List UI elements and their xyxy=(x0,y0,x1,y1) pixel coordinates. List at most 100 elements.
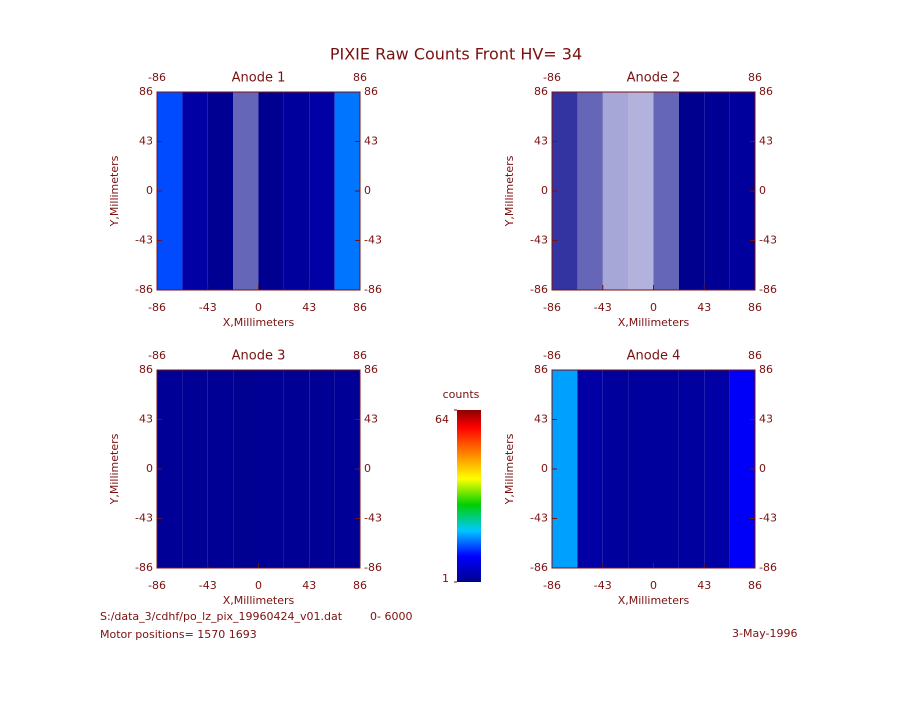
x-tick-label: 0 xyxy=(650,301,657,314)
heat-column xyxy=(309,92,335,290)
x-tick-label: -43 xyxy=(594,301,612,314)
y-axis-label: Y,Millimeters xyxy=(108,433,121,505)
heat-column xyxy=(577,370,603,568)
y-tick-label: 86 xyxy=(139,85,153,98)
x-tick-label: 43 xyxy=(302,301,316,314)
x-tick-label: -86 xyxy=(148,579,166,592)
y-tick-label: 0 xyxy=(541,184,548,197)
y-tick-label: 86 xyxy=(139,363,153,376)
colorbar-tick-label: 1 xyxy=(442,572,449,585)
y-tick-label: -43 xyxy=(135,234,153,247)
footer-range: 0- 6000 xyxy=(370,610,412,623)
x-axis-label: X,Millimeters xyxy=(618,594,690,607)
heat-column xyxy=(309,370,335,568)
x-tick-label: 0 xyxy=(255,301,262,314)
y2-tick-label: -43 xyxy=(759,234,777,247)
y2-tick-label: 0 xyxy=(759,462,766,475)
y-tick-label: 43 xyxy=(139,413,153,426)
y2-tick-label: 86 xyxy=(364,85,378,98)
y-tick-label: -86 xyxy=(530,561,548,574)
heat-column xyxy=(207,370,234,568)
colorbar-tick-label: 64 xyxy=(435,413,449,426)
heat-column xyxy=(653,92,679,290)
panel-title: Anode 2 xyxy=(627,71,681,86)
x-tick-label: 86 xyxy=(748,579,762,592)
x-tick-label: 43 xyxy=(697,579,711,592)
y2-tick-label: 0 xyxy=(364,184,371,197)
y-tick-label: -43 xyxy=(135,512,153,525)
y-tick-label: -86 xyxy=(135,561,153,574)
y-axis-label: Y,Millimeters xyxy=(108,155,121,227)
x-tick-label: 86 xyxy=(353,301,367,314)
y2-tick-label: 43 xyxy=(364,413,378,426)
x-tick-label: 86 xyxy=(353,579,367,592)
y2-tick-label: -86 xyxy=(364,283,382,296)
x2-tick-label: -86 xyxy=(148,349,166,362)
y2-tick-label: -86 xyxy=(364,561,382,574)
heat-column xyxy=(602,92,629,290)
x-tick-label: -43 xyxy=(199,579,217,592)
y2-tick-label: -86 xyxy=(759,283,777,296)
x-tick-label: 43 xyxy=(302,579,316,592)
heat-column xyxy=(182,370,208,568)
y2-tick-label: 0 xyxy=(759,184,766,197)
x-tick-label: -86 xyxy=(148,301,166,314)
heat-column xyxy=(207,92,234,290)
x-tick-label: 0 xyxy=(255,579,262,592)
x2-tick-label: 86 xyxy=(748,349,762,362)
x-tick-label: 43 xyxy=(697,301,711,314)
heat-column xyxy=(258,370,284,568)
heat-column xyxy=(678,370,705,568)
x2-tick-label: -86 xyxy=(543,71,561,84)
heat-column xyxy=(233,92,259,290)
x2-tick-label: 86 xyxy=(353,349,367,362)
y-tick-label: 86 xyxy=(534,85,548,98)
x-axis-label: X,Millimeters xyxy=(618,316,690,329)
x-tick-label: 0 xyxy=(650,579,657,592)
heat-column xyxy=(628,370,654,568)
y-axis-label: Y,Millimeters xyxy=(503,433,516,505)
y-axis-label: Y,Millimeters xyxy=(503,155,516,227)
y-tick-label: 0 xyxy=(146,184,153,197)
x-tick-label: -86 xyxy=(543,301,561,314)
heat-column xyxy=(653,370,679,568)
y-tick-label: 0 xyxy=(541,462,548,475)
x-tick-label: -43 xyxy=(594,579,612,592)
heat-column xyxy=(704,92,730,290)
y2-tick-label: 43 xyxy=(759,413,773,426)
y-tick-label: -43 xyxy=(530,234,548,247)
heat-column xyxy=(628,92,654,290)
panel-title: Anode 3 xyxy=(232,349,286,364)
heat-column xyxy=(283,92,310,290)
y-tick-label: 43 xyxy=(534,413,548,426)
y-tick-label: 43 xyxy=(139,135,153,148)
y-tick-label: -86 xyxy=(135,283,153,296)
y2-tick-label: -43 xyxy=(364,512,382,525)
x2-tick-label: -86 xyxy=(543,349,561,362)
y2-tick-label: 0 xyxy=(364,462,371,475)
y-tick-label: 43 xyxy=(534,135,548,148)
heat-column xyxy=(182,92,208,290)
colorbar-label: counts xyxy=(443,388,480,401)
x-axis-label: X,Millimeters xyxy=(223,594,295,607)
heat-column xyxy=(704,370,730,568)
x2-tick-label: -86 xyxy=(148,71,166,84)
panel-title: Anode 4 xyxy=(627,349,681,364)
heat-column xyxy=(233,370,259,568)
x-tick-label: 86 xyxy=(748,301,762,314)
x2-tick-label: 86 xyxy=(748,71,762,84)
y2-tick-label: 43 xyxy=(759,135,773,148)
y2-tick-label: -43 xyxy=(759,512,777,525)
x2-tick-label: 86 xyxy=(353,71,367,84)
colorbar xyxy=(457,410,481,582)
heat-column xyxy=(577,92,603,290)
heat-column xyxy=(678,92,705,290)
footer-motor: Motor positions= 1570 1693 xyxy=(100,628,257,641)
y2-tick-label: 86 xyxy=(759,85,773,98)
y-tick-label: 0 xyxy=(146,462,153,475)
x-tick-label: -43 xyxy=(199,301,217,314)
heat-column xyxy=(602,370,629,568)
x-axis-label: X,Millimeters xyxy=(223,316,295,329)
y2-tick-label: -43 xyxy=(364,234,382,247)
